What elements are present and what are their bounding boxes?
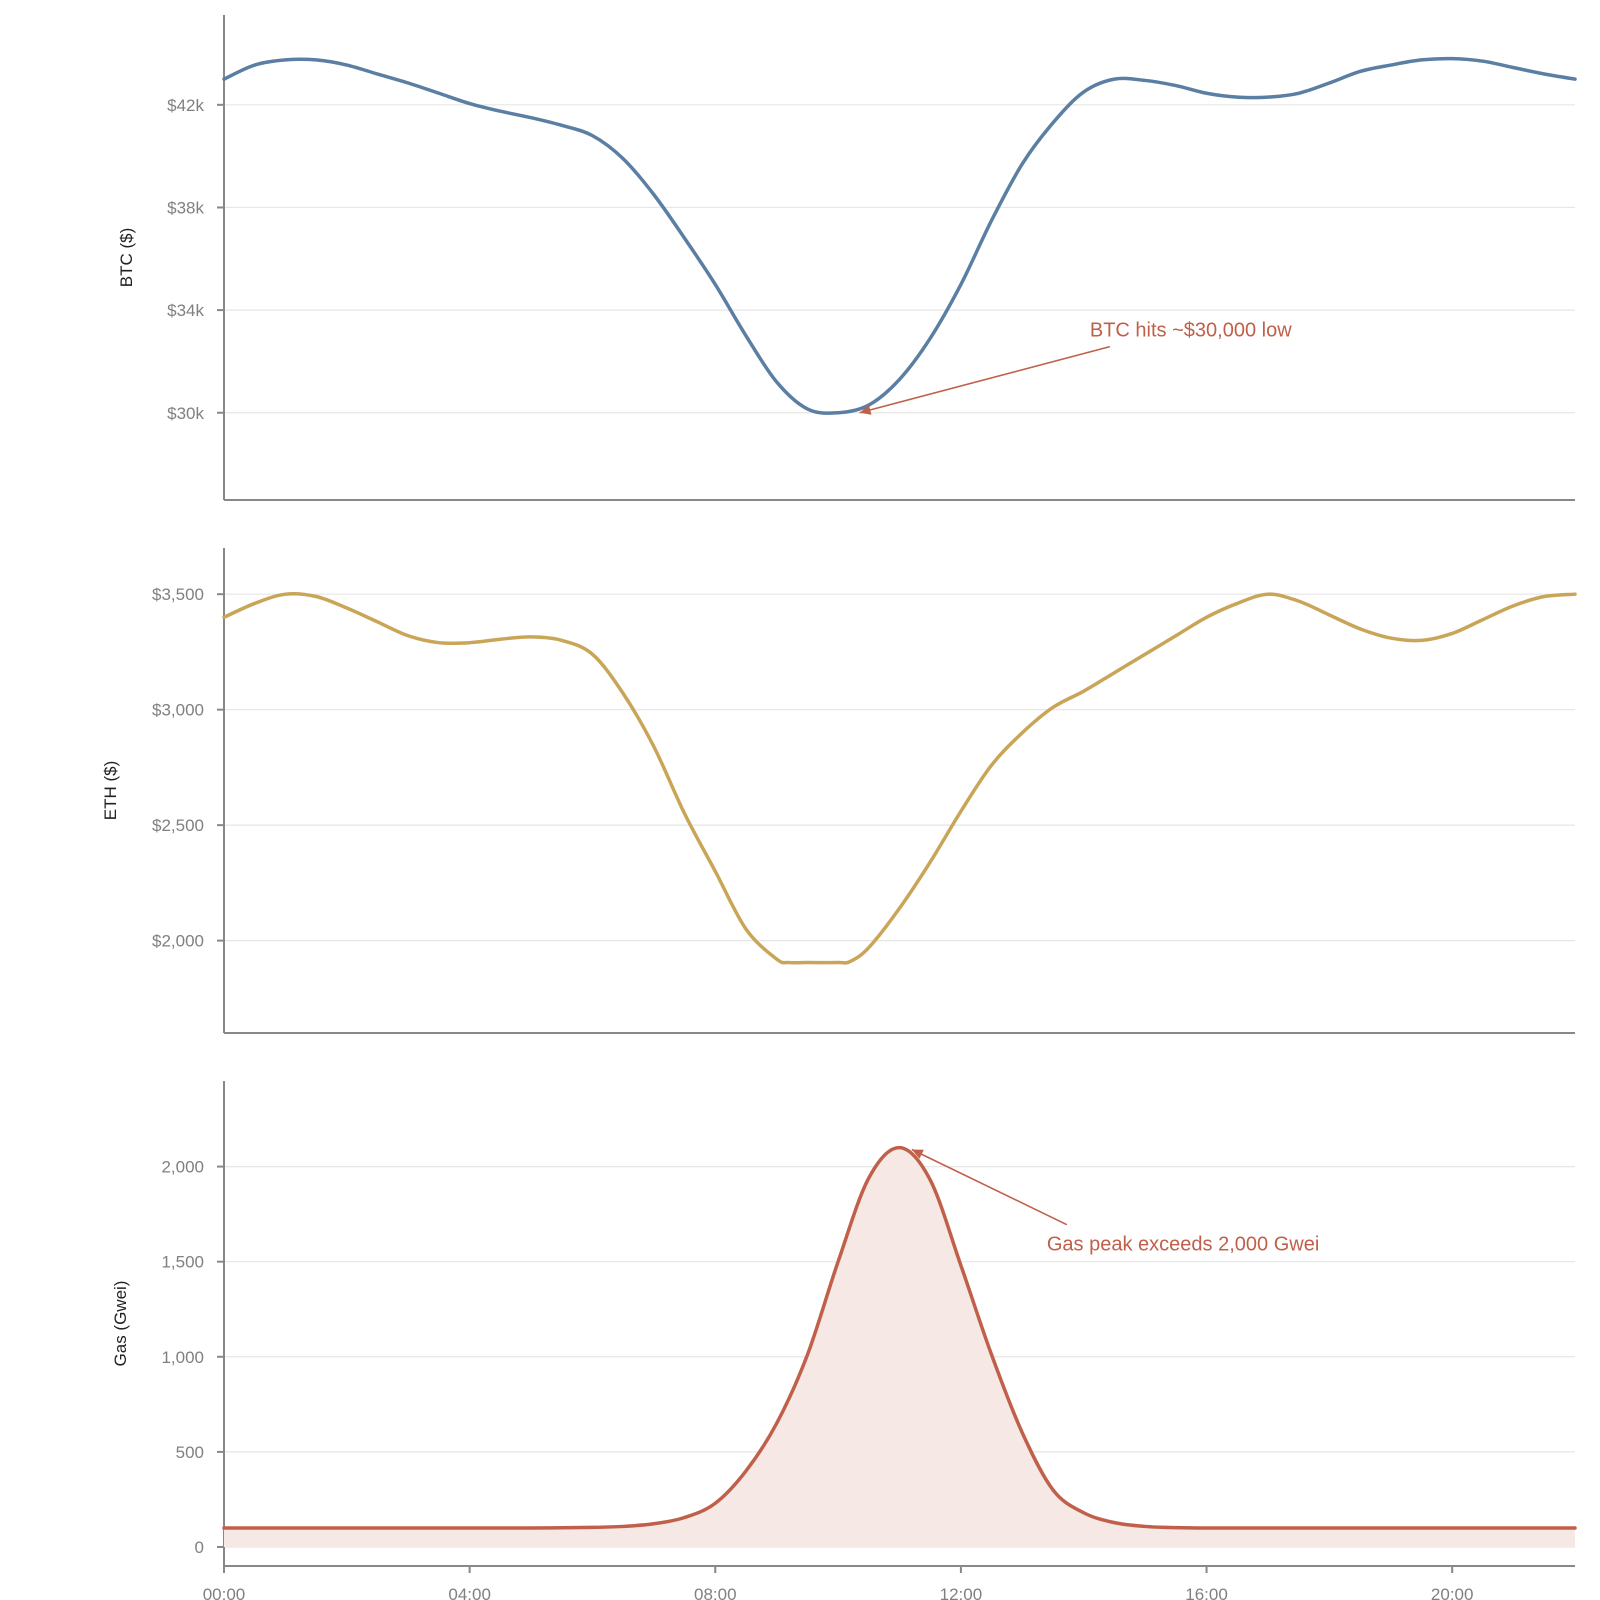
y-tick-label: 1,000 xyxy=(161,1348,204,1367)
y-tick-label: $34k xyxy=(167,301,204,320)
x-tick-label: 20:00 xyxy=(1431,1585,1474,1600)
y-tick-label: $3,500 xyxy=(152,585,204,604)
y-tick-label: $2,000 xyxy=(152,932,204,951)
x-tick-label: 12:00 xyxy=(940,1585,983,1600)
y-tick-label: $38k xyxy=(167,198,204,217)
annotation-text: BTC hits ~$30,000 low xyxy=(1090,320,1292,342)
y-axis-label: ETH ($) xyxy=(101,761,120,821)
annotation-arrow-line xyxy=(911,1148,1068,1226)
y-tick-label: $3,000 xyxy=(152,701,204,720)
y-axis-label: Gas (Gwei) xyxy=(111,1281,130,1367)
gas-area-fill xyxy=(224,1147,1575,1547)
gas-panel: 0 500 1,000 1,500 2,000 Gas (Gwei) Gas peak ex… xyxy=(111,1081,1577,1600)
annotation-arrow-head xyxy=(859,405,872,415)
annotation-arrow-line xyxy=(859,345,1111,414)
series-line xyxy=(222,1145,1577,1530)
y-tick-label: 0 xyxy=(195,1538,204,1557)
x-tick-label: 00:00 xyxy=(203,1585,246,1600)
x-tick-label: 16:00 xyxy=(1185,1585,1228,1600)
annotation-arrow-head xyxy=(911,1149,924,1159)
eth-panel: $2,000 $2,500 $3,000 $3,500 ETH ($) xyxy=(101,548,1577,1034)
series-line xyxy=(222,591,1577,965)
y-tick-label: 1,500 xyxy=(161,1253,204,1272)
x-tick-label: 04:00 xyxy=(448,1585,491,1600)
y-tick-label: $42k xyxy=(167,96,204,115)
series-line xyxy=(222,56,1577,415)
btc-panel: $30k $34k $38k $42k BTC ($) BTC hits ~$30,000… xyxy=(117,15,1577,501)
annotation-text: Gas peak exceeds 2,000 Gwei xyxy=(1047,1234,1319,1256)
y-tick-label: $30k xyxy=(167,404,204,423)
y-axis-label: BTC ($) xyxy=(117,228,136,288)
y-tick-label: $2,500 xyxy=(152,816,204,835)
y-tick-label: 500 xyxy=(176,1443,204,1462)
x-tick-label: 08:00 xyxy=(694,1585,737,1600)
y-tick-label: 2,000 xyxy=(161,1158,204,1177)
